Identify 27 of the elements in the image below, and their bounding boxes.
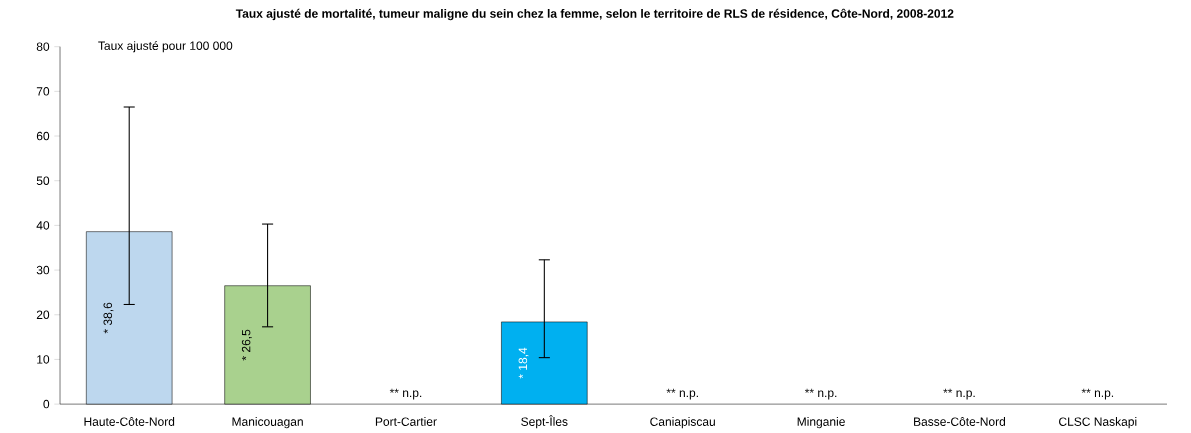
y-tick-label: 30 bbox=[36, 265, 50, 275]
chart-title: Taux ajusté de mortalité, tumeur maligne du sein chez la femme, selon le territoire de RLS de résidence, Côte-Nord, 2008-2012 bbox=[235, 8, 954, 21]
text: ** n.p. bbox=[1081, 388, 1114, 400]
text: ** n.p. bbox=[389, 388, 422, 400]
text: ** n.p. bbox=[943, 388, 975, 400]
x-tick-label: Basse-Côte-Nord bbox=[914, 416, 1006, 426]
x-tick-label: Minganie bbox=[797, 416, 845, 429]
data-label: * 38,6 bbox=[103, 302, 114, 334]
x-tick-label: Sept-Îles bbox=[521, 415, 568, 429]
y-tick-label: 40 bbox=[36, 220, 50, 230]
x-tick-label: Port-Cartier bbox=[375, 416, 437, 426]
y-tick-label: 60 bbox=[36, 131, 50, 141]
y-axis-title: Taux ajusté pour 100 000 bbox=[98, 40, 233, 53]
x-tick-label: Haute-Côte-Nord bbox=[84, 416, 175, 426]
y-tick-label: 20 bbox=[36, 310, 50, 319]
data-label: * 18,4 bbox=[518, 347, 529, 379]
x-tick-label: Caniapiscau bbox=[650, 416, 715, 429]
x-tick-label: Manicouagan bbox=[232, 416, 303, 429]
y-tick-label: 10 bbox=[37, 354, 50, 364]
data-label: * 26,5 bbox=[241, 329, 252, 361]
y-tick-label: 50 bbox=[36, 176, 50, 185]
y-tick-label: 70 bbox=[36, 86, 50, 96]
y-tick-label: 80 bbox=[36, 42, 50, 51]
text: ** n.p. bbox=[804, 388, 837, 400]
x-tick-label: CLSC Naskapi bbox=[1059, 416, 1137, 429]
text: ** n.p. bbox=[666, 388, 698, 400]
y-tick-label: 0 bbox=[43, 399, 50, 409]
